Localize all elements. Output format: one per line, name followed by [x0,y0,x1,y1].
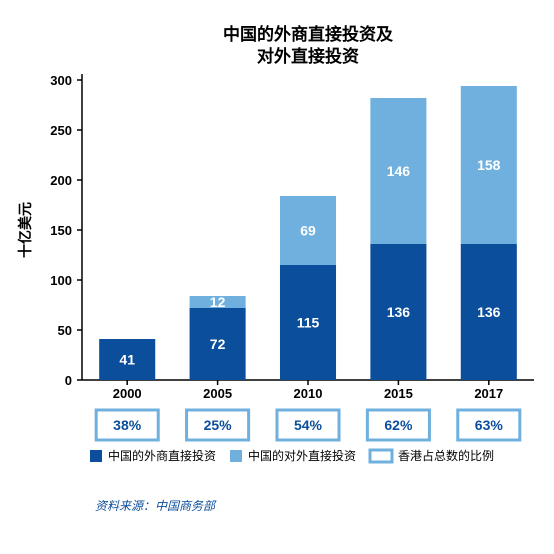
category-label: 2015 [384,386,413,401]
y-tick-label: 50 [58,323,72,338]
hk-pct-value: 63% [475,417,504,433]
hk-pct-value: 54% [294,417,323,433]
y-axis-label: 十亿美元 [17,202,33,258]
legend-inbound-swatch [90,450,102,462]
hk-pct-value: 62% [384,417,413,433]
chart-title-line1: 中国的外商直接投资及 [223,24,394,44]
category-label: 2005 [203,386,232,401]
legend-outbound-label: 中国的对外直接投资 [248,448,356,463]
bar-value-inbound: 41 [119,351,135,367]
y-tick-label: 200 [50,173,72,188]
legend-outbound-swatch [230,450,242,462]
bar-value-outbound: 69 [300,222,316,238]
source-label: 资料来源：中国商务部 [95,499,217,513]
y-tick-label: 300 [50,73,72,88]
category-label: 2000 [113,386,142,401]
category-label: 2010 [294,386,323,401]
bar-value-inbound: 136 [387,304,411,320]
hk-pct-value: 25% [204,417,233,433]
bar-value-inbound: 115 [297,314,320,330]
legend-hk-pct-label: 香港占总数的比例 [398,448,494,463]
bar-value-inbound: 72 [210,336,226,352]
chart-title-line2: 对外直接投资 [257,46,359,66]
y-tick-label: 100 [50,273,72,288]
y-tick-label: 0 [65,373,72,388]
category-label: 2017 [474,386,503,401]
bar-value-outbound: 12 [210,294,226,310]
bar-value-outbound: 146 [387,163,411,179]
legend-inbound-label: 中国的外商直接投资 [108,448,216,463]
bar-value-outbound: 158 [477,157,501,173]
fdi-chart: 中国的外商直接投资及对外直接投资 0 50 100 150 200 250 300 十亿美元 41… [0,0,554,554]
y-tick-label: 150 [50,223,72,238]
y-tick-label: 250 [50,123,72,138]
bar-value-inbound: 136 [477,304,501,320]
hk-pct-value: 38% [113,417,142,433]
